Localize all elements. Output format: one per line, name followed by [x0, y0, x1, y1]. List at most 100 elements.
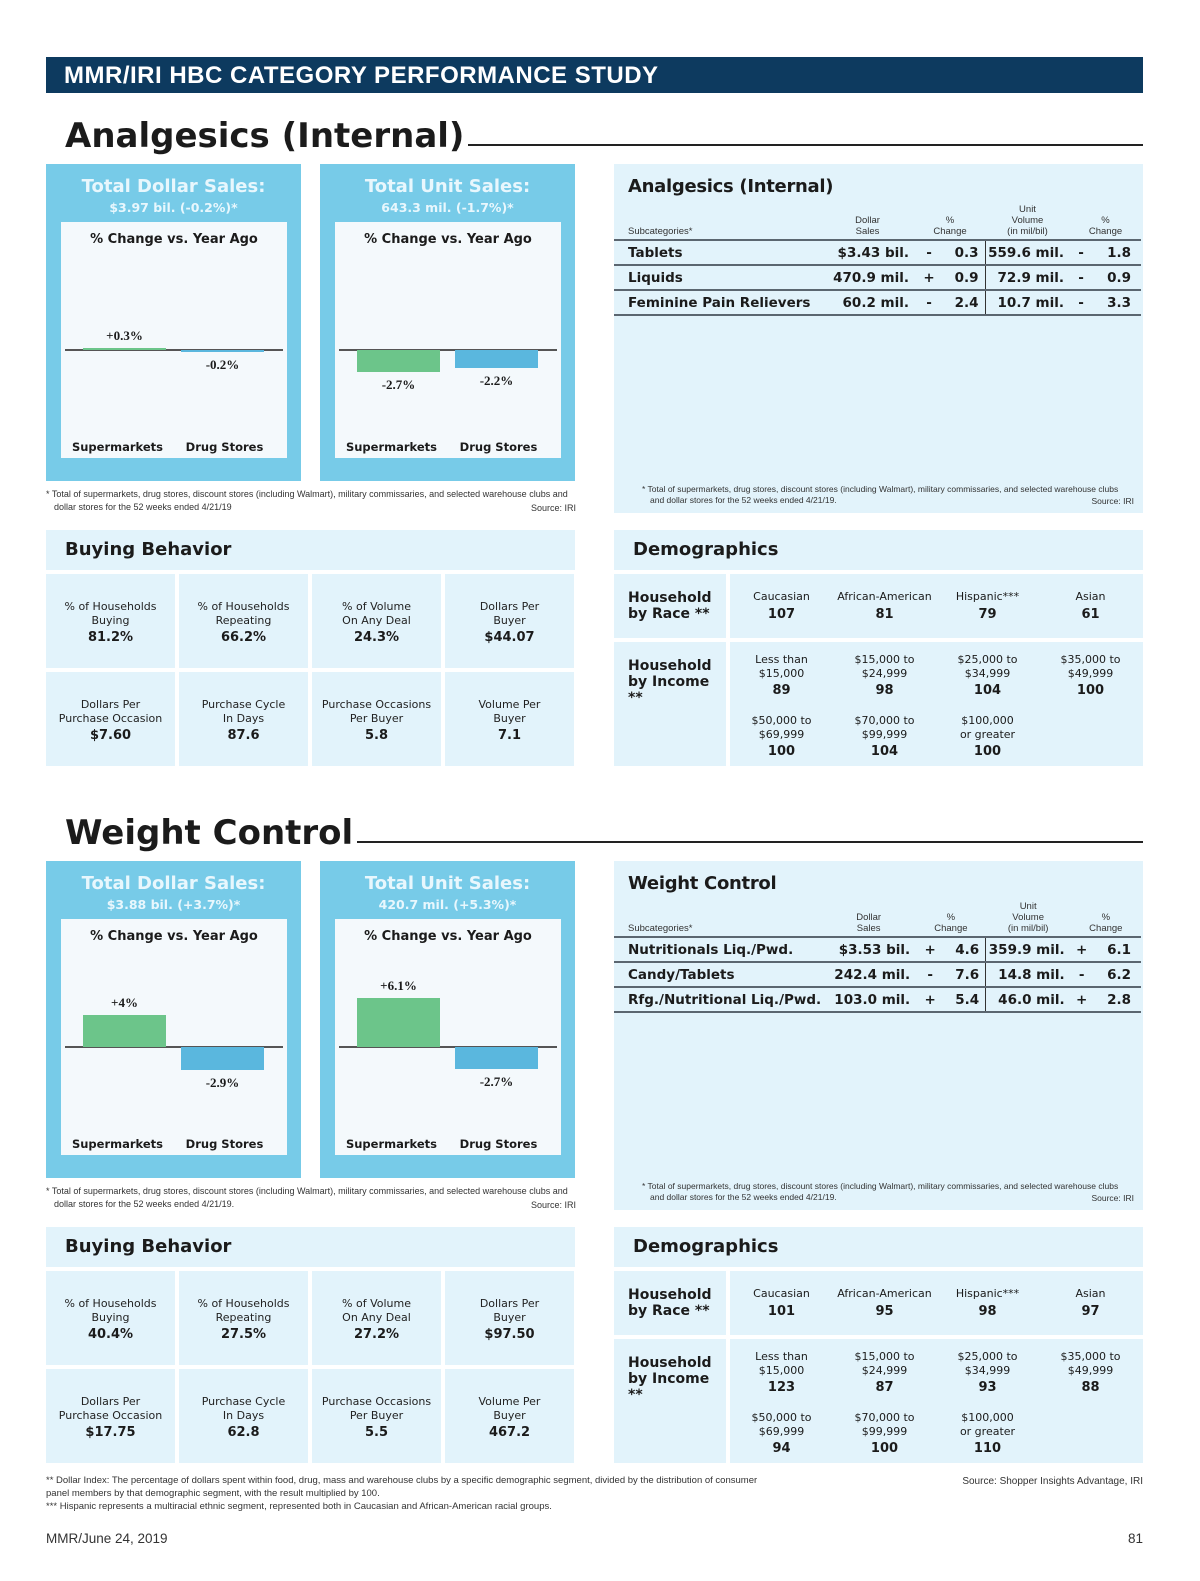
subcategory-name: Nutritionals Liq./Pwd. [614, 937, 822, 963]
buying-metric: Dollars Per Buyer $97.50 [445, 1271, 574, 1365]
column-header: Unit Volume (in mil/bil) [985, 901, 1071, 938]
chart-title: % Change vs. Year Ago [364, 929, 532, 944]
metric-value: 81.2% [87, 630, 134, 645]
buying-behavior-header: Buying Behavior [46, 530, 575, 570]
column-header: % Change [1070, 204, 1141, 241]
dollar-sales-title: Total Dollar Sales: [81, 176, 266, 197]
demographics-header: Demographics [614, 1227, 1143, 1267]
income-item: $100,000 or greater 110 [936, 1411, 1039, 1456]
metric-value: $97.50 [484, 1327, 535, 1342]
table-row: Feminine Pain Relievers 60.2 mil. -2.4 10.7… [614, 290, 1141, 316]
buying-metric: Volume Per Buyer 7.1 [445, 672, 574, 766]
metric-label: Dollars Per Buyer [479, 1297, 540, 1324]
category-label: Supermarkets [71, 1137, 164, 1151]
column-header: Subcategories* [614, 901, 822, 938]
bar-value-label: -2.7% [381, 376, 416, 392]
metric-label: % of Households Buying [64, 600, 157, 627]
income-index: 89 [772, 683, 791, 698]
unit-volume: 10.7 mil. [985, 290, 1070, 316]
dollar-change: 2.4 [943, 290, 986, 316]
income-index: 100 [870, 1441, 899, 1456]
chart-title: % Change vs. Year Ago [90, 232, 258, 247]
metric-value: 27.2% [353, 1327, 400, 1342]
bar-drug-stores [455, 1047, 538, 1069]
race-name: Hispanic*** [955, 1287, 1020, 1300]
unit-change-sign: - [1070, 240, 1092, 266]
metric-value: 5.8 [364, 728, 389, 743]
table-row: Nutritionals Liq./Pwd. $3.53 bil. +4.6 359.… [614, 937, 1141, 963]
income-index: 98 [875, 683, 894, 698]
category-label: Supermarkets [345, 1137, 438, 1151]
metric-label: % of Households Repeating [197, 600, 290, 627]
unit-change: 6.2 [1092, 962, 1141, 988]
income-item: Less than $15,000 89 [730, 653, 833, 698]
subcategory-name: Candy/Tablets [614, 962, 822, 988]
race-item: Asian 97 [1039, 1287, 1142, 1319]
buying-metric: Dollars Per Buyer $44.07 [445, 574, 574, 668]
metric-label: Volume Per Buyer [478, 1395, 541, 1422]
income-item: $50,000 to $69,999 94 [730, 1411, 833, 1456]
income-item: $25,000 to $34,999 104 [936, 653, 1039, 698]
buying-metric: Purchase Cycle In Days 62.8 [179, 1369, 308, 1463]
dollar-change: 0.3 [943, 240, 986, 266]
table-row: Candy/Tablets 242.4 mil. -7.6 14.8 mil. -6.2 [614, 962, 1141, 988]
metric-value: 66.2% [220, 630, 267, 645]
sales-footnote: * Total of supermarkets, drug stores, di… [46, 1186, 568, 1209]
publication-date: MMR/June 24, 2019 [46, 1531, 168, 1546]
buying-metric: % of Volume On Any Deal 24.3% [312, 574, 441, 668]
dollar-sales: $3.43 bil. [820, 240, 915, 266]
dollar-change-sign: + [915, 265, 943, 291]
unit-sales-box: Total Unit Sales: 420.7 mil. (+5.3%)* % Ch… [320, 861, 575, 1178]
column-header: % Change [915, 204, 985, 241]
income-item: $15,000 to $24,999 87 [833, 1350, 936, 1395]
subcategory-table: Subcategories* Dollar Sales% Change Unit V… [614, 204, 1141, 316]
race-values [730, 1271, 1143, 1335]
race-item: Hispanic*** 98 [936, 1287, 1039, 1319]
unit-change-sign: - [1070, 962, 1093, 988]
unit-change-sign: - [1070, 265, 1092, 291]
income-bracket: $25,000 to $34,999 [957, 1350, 1018, 1377]
metric-value: 62.8 [227, 1425, 260, 1440]
study-header-bar: MMR/IRI HBC CATEGORY PERFORMANCE STUDY [46, 57, 1143, 93]
subcategory-name: Tablets [614, 240, 820, 266]
table-header-row: Subcategories* Dollar Sales% Change Unit V… [614, 901, 1141, 938]
metric-value: 87.6 [227, 728, 260, 743]
buying-metric: Dollars Per Purchase Occasion $17.75 [46, 1369, 175, 1463]
race-index: 97 [1081, 1303, 1100, 1319]
sales-source: Source: IRI [530, 503, 576, 513]
race-item: African-American 81 [833, 590, 936, 622]
section-title: Weight Control [65, 813, 358, 853]
buying-metric: % of Households Repeating 66.2% [179, 574, 308, 668]
income-bracket: $35,000 to $49,999 [1060, 653, 1121, 680]
metric-label: Dollars Per Buyer [479, 600, 540, 627]
dollar-sales: 60.2 mil. [820, 290, 915, 316]
metric-label: % of Households Repeating [197, 1297, 290, 1324]
income-index: 110 [973, 1441, 1002, 1456]
column-header: Dollar Sales [820, 204, 915, 241]
chart-baseline [339, 349, 557, 351]
bar-drug-stores [455, 350, 538, 368]
bar-supermarkets [83, 1015, 166, 1047]
chart-title: % Change vs. Year Ago [364, 232, 532, 247]
race-values [730, 574, 1143, 638]
unit-change-sign: + [1070, 987, 1093, 1013]
unit-sales-title: Total Unit Sales: [364, 176, 531, 197]
subcategory-table-panel: Weight Control Subcategories* Dollar Sales… [614, 861, 1143, 1210]
race-name: Asian [1075, 590, 1106, 603]
bar-supermarkets [357, 350, 440, 372]
footer-source: Source: Shopper Insights Advantage, IRI [962, 1476, 1143, 1487]
metric-label: Purchase Occasions Per Buyer [321, 698, 432, 725]
dollar-change: 4.6 [944, 937, 987, 963]
category-label: Drug Stores [185, 440, 264, 454]
income-values [730, 1339, 1143, 1463]
bar-drug-stores [181, 1047, 264, 1071]
metric-value: 40.4% [87, 1327, 134, 1342]
income-label: Household by Income ** [614, 1339, 726, 1463]
income-bracket: Less than $15,000 [755, 653, 808, 680]
income-bracket: $50,000 to $69,999 [751, 1411, 812, 1438]
metric-label: Dollars Per Purchase Occasion [58, 698, 163, 725]
subcategory-table-panel: Analgesics (Internal) Subcategories* Dolla… [614, 164, 1143, 513]
category-section: Analgesics (Internal) Total Dollar Sales:… [0, 116, 1200, 861]
metric-label: % of Volume On Any Deal [342, 600, 411, 627]
bar-value-label: -2.2% [479, 372, 514, 388]
